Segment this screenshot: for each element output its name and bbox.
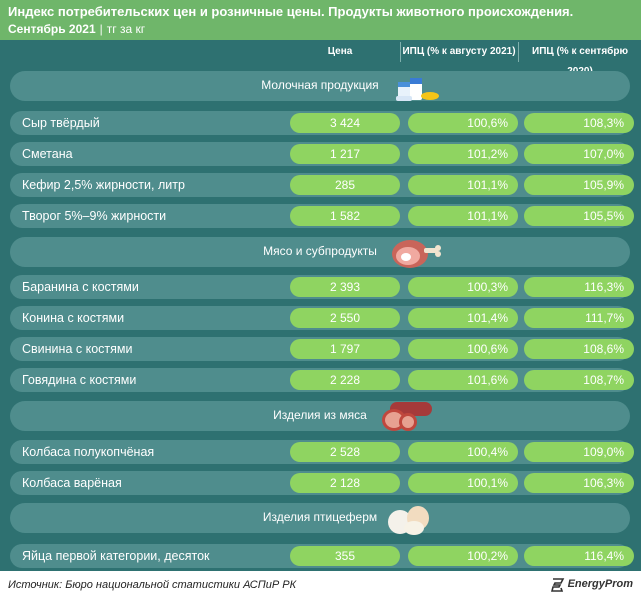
cpi-aug-value: 101,1%: [408, 206, 518, 226]
section-label: Изделия из мяса: [273, 408, 367, 422]
source-note: Источник: Бюро национальной статистики А…: [8, 579, 297, 591]
table-row: Сыр твёрдый 3 424 100,6% 108,3%: [10, 111, 634, 135]
eggs-icon: [388, 506, 429, 535]
table-row: Колбаса варёная 2 128 100,1% 106,3%: [10, 471, 634, 495]
cpi-sep-value: 111,7%: [524, 308, 634, 328]
column-divider: [400, 42, 401, 62]
cpi-aug-value: 100,1%: [408, 473, 518, 493]
table-row: Говядина с костями 2 228 101,6% 108,7%: [10, 368, 634, 392]
cpi-aug-value: 101,4%: [408, 308, 518, 328]
price-value: 2 128: [290, 473, 400, 493]
column-header-cpi-aug: ИПЦ (% к августу 2021): [402, 46, 516, 57]
product-name: Баранина с костями: [22, 280, 139, 294]
product-name: Сметана: [22, 147, 73, 161]
product-name: Колбаса полукопчёная: [22, 445, 155, 459]
table-row: Творог 5%–9% жирности 1 582 101,1% 105,5…: [10, 204, 634, 228]
product-name: Колбаса варёная: [22, 476, 122, 490]
cpi-sep-value: 105,5%: [524, 206, 634, 226]
price-value: 2 393: [290, 277, 400, 297]
product-name: Яйца первой категории, десяток: [22, 549, 210, 563]
cpi-sep-value: 116,4%: [524, 546, 634, 566]
table-row: Кефир 2,5% жирности, литр 285 101,1% 105…: [10, 173, 634, 197]
section-meat: Мясо и субпродукты: [10, 237, 630, 267]
product-name: Конина с костями: [22, 311, 125, 325]
cpi-aug-value: 100,6%: [408, 113, 518, 133]
page-subtitle: Сентябрь 2021 | тг за кг: [8, 22, 145, 36]
price-value: 2 550: [290, 308, 400, 328]
cpi-aug-value: 101,6%: [408, 370, 518, 390]
cpi-sep-value: 108,7%: [524, 370, 634, 390]
section-label: Изделия птицеферм: [262, 510, 378, 524]
period-label: Сентябрь 2021: [8, 22, 96, 36]
section-label: Мясо и субпродукты: [263, 244, 377, 258]
column-divider: [518, 42, 519, 62]
table-row: Яйца первой категории, десяток 355 100,2…: [10, 544, 634, 568]
column-header-cpi-sep: ИПЦ (% к сентябрю 2020): [532, 46, 628, 77]
cpi-aug-value: 100,3%: [408, 277, 518, 297]
subtitle-separator: |: [99, 22, 103, 36]
cpi-aug-value: 101,2%: [408, 144, 518, 164]
product-name: Говядина с костями: [22, 373, 137, 387]
footer: [0, 571, 641, 597]
table-row: Конина с костями 2 550 101,4% 111,7%: [10, 306, 634, 330]
table-row: Свинина с костями 1 797 100,6% 108,6%: [10, 337, 634, 361]
page-title: Индекс потребительских цен и розничные ц…: [8, 4, 574, 19]
brand-logo-icon: [551, 578, 565, 592]
brand-name: EnergyProm: [567, 578, 633, 590]
section-label: Молочная продукция: [261, 78, 379, 92]
price-value: 2 228: [290, 370, 400, 390]
price-value: 1 217: [290, 144, 400, 164]
table-row: Сметана 1 217 101,2% 107,0%: [10, 142, 634, 166]
section-meat-products: Изделия из мяса: [10, 401, 630, 431]
table-row: Колбаса полукопчёная 2 528 100,4% 109,0%: [10, 440, 634, 464]
product-name: Творог 5%–9% жирности: [22, 209, 167, 223]
cpi-sep-value: 105,9%: [524, 175, 634, 195]
header-banner: Индекс потребительских цен и розничные ц…: [0, 0, 641, 40]
cpi-sep-value: 109,0%: [524, 442, 634, 462]
product-name: Сыр твёрдый: [22, 116, 100, 130]
price-value: 1 582: [290, 206, 400, 226]
price-value: 285: [290, 175, 400, 195]
product-name: Кефир 2,5% жирности, литр: [22, 178, 185, 192]
dairy-icon: [396, 78, 439, 101]
price-value: 355: [290, 546, 400, 566]
column-header-price: Цена: [327, 46, 353, 57]
price-value: 1 797: [290, 339, 400, 359]
cpi-aug-value: 100,2%: [408, 546, 518, 566]
cpi-sep-value: 106,3%: [524, 473, 634, 493]
ham-icon: [392, 240, 441, 268]
sausage-icon: [382, 402, 432, 431]
cpi-aug-value: 100,4%: [408, 442, 518, 462]
cpi-sep-value: 107,0%: [524, 144, 634, 164]
cpi-aug-value: 101,1%: [408, 175, 518, 195]
price-value: 2 528: [290, 442, 400, 462]
section-poultry: Изделия птицеферм: [10, 503, 630, 533]
product-name: Свинина с костями: [22, 342, 133, 356]
price-value: 3 424: [290, 113, 400, 133]
cpi-sep-value: 108,3%: [524, 113, 634, 133]
cpi-sep-value: 116,3%: [524, 277, 634, 297]
table-row: Баранина с костями 2 393 100,3% 116,3%: [10, 275, 634, 299]
unit-label: тг за кг: [106, 22, 146, 36]
section-dairy: Молочная продукция: [10, 71, 630, 101]
cpi-sep-value: 108,6%: [524, 339, 634, 359]
cpi-aug-value: 100,6%: [408, 339, 518, 359]
